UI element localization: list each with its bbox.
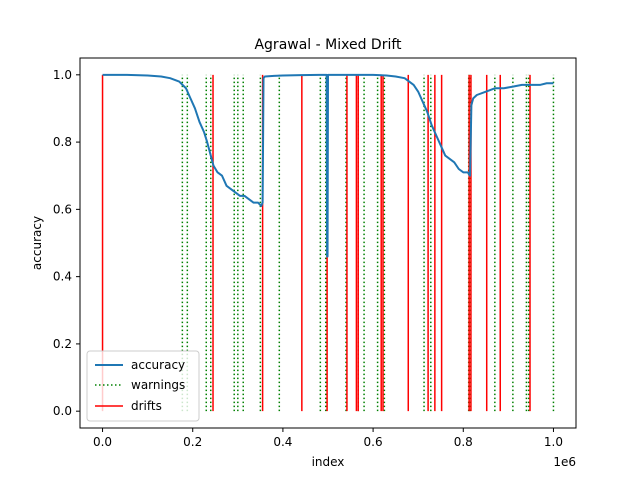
plot-frame: [79, 57, 577, 429]
x-tick-label: 0.4: [273, 435, 292, 449]
legend-label-warnings: warnings: [131, 378, 185, 392]
x-axis: 0.0 0.2 0.4 0.6 0.8 1.0: [93, 428, 563, 449]
x-tick-label: 0.8: [454, 435, 473, 449]
y-tick-label: 0.0: [53, 404, 72, 418]
legend: accuracy warnings drifts: [86, 350, 200, 422]
y-tick-label: 0.8: [53, 135, 72, 149]
x-tick-label: 1.0: [544, 435, 563, 449]
x-tick-label: 0.6: [364, 435, 383, 449]
y-tick-label: 0.2: [53, 337, 72, 351]
y-axis: 0.0 0.2 0.4 0.6 0.8 1.0: [53, 68, 80, 418]
x-axis-label: index: [312, 455, 345, 469]
legend-box: [86, 350, 200, 422]
x-tick-label: 0.0: [93, 435, 112, 449]
x-axis-offset-label: 1e6: [553, 455, 576, 469]
y-axis-label: accuracy: [30, 216, 44, 270]
y-tick-label: 1.0: [53, 68, 72, 82]
y-tick-label: 0.6: [53, 202, 72, 216]
legend-label-drifts: drifts: [131, 399, 162, 413]
accuracy-line: [102, 73, 554, 258]
x-tick-label: 0.2: [183, 435, 202, 449]
chart-title: Agrawal - Mixed Drift: [254, 37, 402, 53]
plot-area: [101, 73, 555, 412]
legend-label-accuracy: accuracy: [131, 358, 185, 372]
y-tick-label: 0.4: [53, 270, 72, 284]
